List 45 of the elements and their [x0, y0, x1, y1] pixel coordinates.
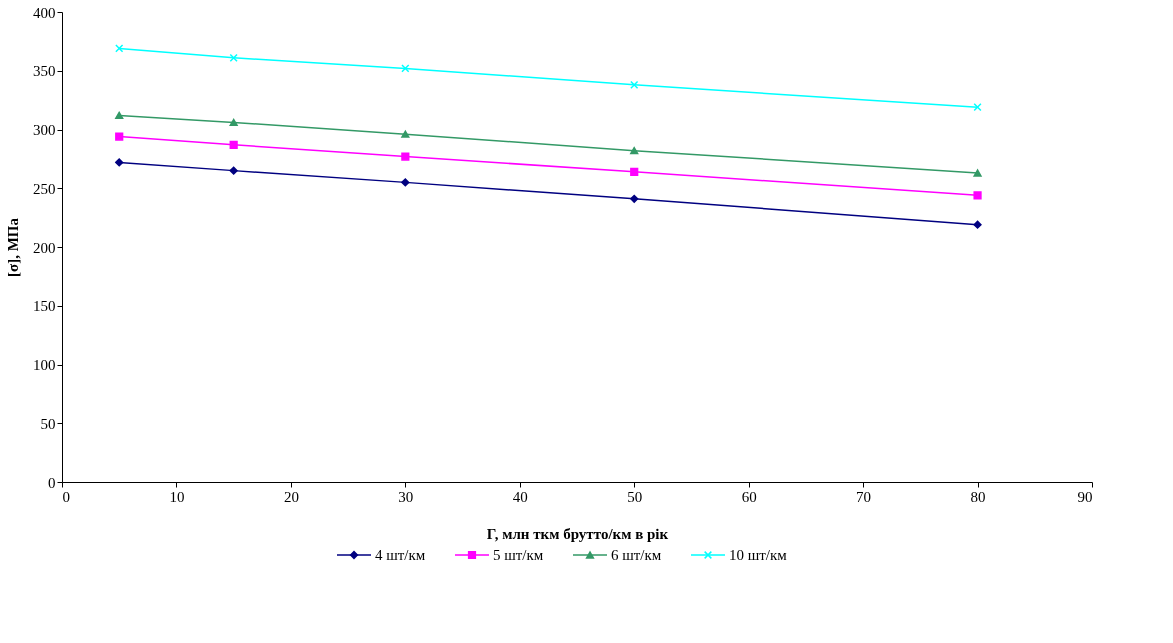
point: [401, 64, 410, 73]
y-tick-label: 350: [33, 63, 56, 80]
point: [630, 194, 639, 203]
y-tick-label: 400: [33, 4, 56, 21]
point: [973, 220, 982, 229]
x-axis-title: Г, млн ткм брутто/км в рік: [486, 525, 669, 542]
legend-label: 10 шт/км: [729, 547, 788, 563]
y-tick-label: 50: [40, 415, 56, 432]
point: [973, 169, 982, 177]
point: [630, 80, 639, 89]
x-tick-label: 10: [169, 488, 185, 505]
point: [229, 118, 238, 127]
point: [630, 167, 639, 176]
legend-label: 6 шт/км: [611, 547, 662, 563]
y-tick-label: 300: [33, 122, 56, 138]
point: [229, 140, 238, 149]
legend-label: 5 шт/км: [493, 547, 544, 563]
point: [401, 178, 410, 187]
y-tick-label: 100: [33, 357, 56, 373]
point: [229, 166, 238, 175]
point: [973, 103, 982, 112]
x-tick-label: 70: [856, 488, 872, 505]
point: [401, 152, 410, 161]
y-tick-label: 250: [33, 180, 56, 197]
x-tick-label: 20: [283, 488, 299, 505]
point: [115, 111, 124, 120]
y-tick-label: 0: [48, 474, 56, 491]
x-tick-label: 30: [398, 488, 414, 505]
point: [401, 130, 410, 138]
y-tick-label: 150: [33, 298, 56, 315]
point: [115, 132, 124, 141]
point: [630, 146, 639, 155]
y-tick-label: 200: [33, 239, 56, 256]
x-tick-label: 0: [62, 488, 70, 505]
point: [115, 158, 124, 167]
x-tick-label: 60: [741, 488, 757, 505]
point: [973, 191, 982, 200]
y-axis-title: [σ], МПа: [5, 217, 21, 277]
x-tick-label: 40: [512, 488, 528, 505]
point: [229, 53, 238, 62]
point: [115, 44, 124, 53]
x-tick-label: 50: [627, 488, 643, 505]
x-tick-label: 90: [1077, 488, 1093, 505]
x-tick-label: 80: [970, 488, 986, 505]
legend-label: 4 шт/км: [375, 547, 426, 563]
